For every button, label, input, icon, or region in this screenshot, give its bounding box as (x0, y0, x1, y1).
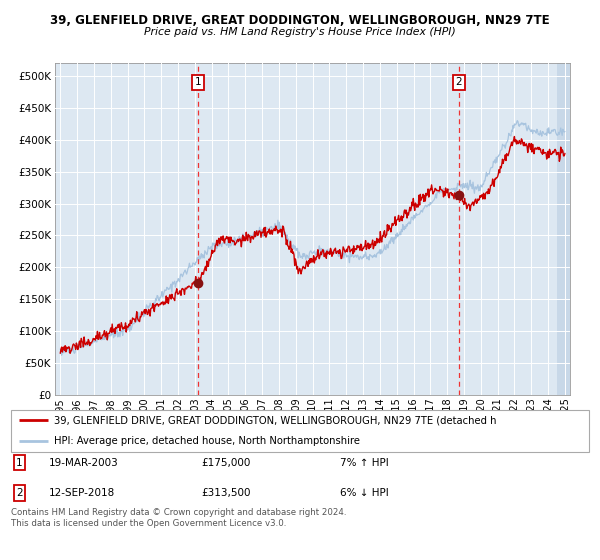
Text: 19-MAR-2003: 19-MAR-2003 (49, 458, 118, 468)
Text: 1: 1 (16, 458, 23, 468)
Text: 2: 2 (16, 488, 23, 498)
Text: 39, GLENFIELD DRIVE, GREAT DODDINGTON, WELLINGBOROUGH, NN29 7TE: 39, GLENFIELD DRIVE, GREAT DODDINGTON, W… (50, 14, 550, 27)
Text: 2: 2 (455, 77, 462, 87)
Text: 7% ↑ HPI: 7% ↑ HPI (340, 458, 389, 468)
Text: 39, GLENFIELD DRIVE, GREAT DODDINGTON, WELLINGBOROUGH, NN29 7TE (detached h: 39, GLENFIELD DRIVE, GREAT DODDINGTON, W… (54, 416, 497, 426)
FancyBboxPatch shape (11, 410, 589, 452)
Text: 1: 1 (195, 77, 202, 87)
Text: 12-SEP-2018: 12-SEP-2018 (49, 488, 115, 498)
Text: Contains HM Land Registry data © Crown copyright and database right 2024.
This d: Contains HM Land Registry data © Crown c… (11, 508, 346, 528)
Text: Price paid vs. HM Land Registry's House Price Index (HPI): Price paid vs. HM Land Registry's House … (144, 27, 456, 37)
Text: £313,500: £313,500 (202, 488, 251, 498)
Text: HPI: Average price, detached house, North Northamptonshire: HPI: Average price, detached house, Nort… (54, 436, 360, 446)
Bar (557, 63, 572, 395)
Bar (557, 63, 572, 395)
Text: £175,000: £175,000 (202, 458, 251, 468)
Text: 6% ↓ HPI: 6% ↓ HPI (340, 488, 389, 498)
